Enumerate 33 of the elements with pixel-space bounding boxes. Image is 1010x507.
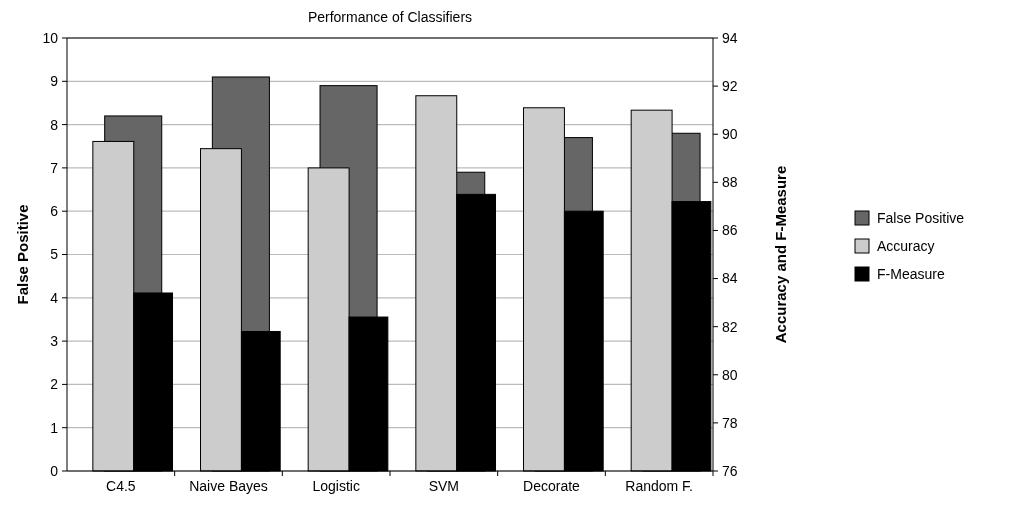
y-tick-label: 4 [50, 289, 59, 306]
y-tick-label: 2 [50, 376, 59, 393]
y2-axis-title: Accuracy and F-Measure [772, 165, 789, 344]
legend-label: F-Measure [877, 265, 945, 282]
y2-tick-label: 90 [722, 126, 738, 143]
y2-tick-label: 78 [722, 414, 738, 431]
legend-label: False Positive [877, 209, 965, 226]
x-tick-label: Naive Bayes [189, 478, 268, 494]
y-tick-label: 8 [50, 116, 59, 133]
y-axis-title: False Positive [14, 204, 31, 305]
x-tick-label: C4.5 [106, 478, 136, 494]
x-tick-label: Logistic [312, 478, 360, 494]
y-tick-label: 5 [50, 246, 59, 263]
x-tick-label: Random F. [625, 478, 694, 494]
x-tick-label: Decorate [523, 478, 581, 494]
y-tick-label: 1 [50, 419, 59, 436]
y2-tick-label: 80 [722, 366, 738, 383]
x-tick-label: SVM [428, 478, 460, 494]
y2-tick-label: 88 [722, 174, 738, 191]
y2-tick-label: 86 [722, 222, 738, 239]
y2-tick-label: 92 [722, 78, 738, 95]
y-tick-label: 7 [50, 159, 59, 176]
y2-tick-label: 82 [722, 318, 738, 335]
y2-tick-label: 94 [722, 29, 738, 46]
y-tick-label: 10 [42, 29, 59, 46]
chart-title: Performance of Classifiers [307, 9, 473, 25]
legend-label: Accuracy [877, 237, 935, 254]
y-tick-label: 6 [50, 203, 59, 220]
y-tick-label: 3 [50, 333, 59, 349]
y-tick-label: 9 [50, 73, 59, 90]
y-tick-label: 0 [50, 462, 59, 479]
y2-tick-label: 76 [722, 462, 738, 479]
y2-tick-label: 84 [722, 270, 738, 287]
